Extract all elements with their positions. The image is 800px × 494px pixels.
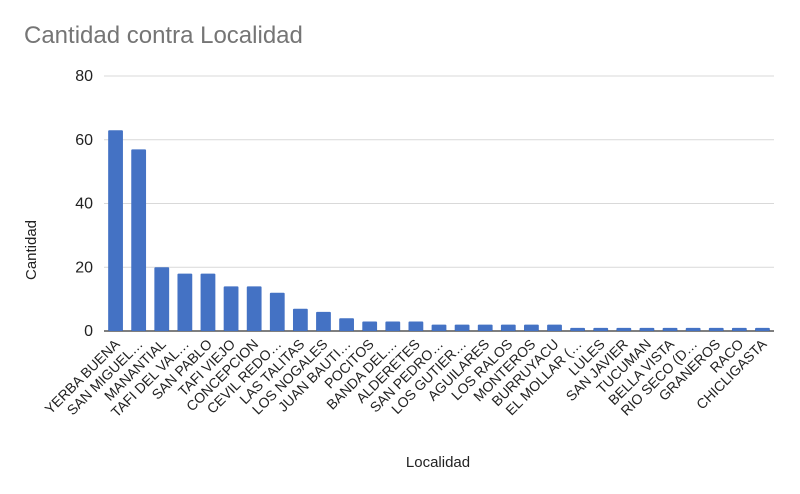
bar bbox=[339, 318, 354, 331]
bar bbox=[385, 321, 401, 331]
bar bbox=[431, 324, 447, 331]
bar bbox=[570, 327, 586, 331]
y-tick-label: 60 bbox=[75, 132, 93, 149]
bar bbox=[177, 273, 193, 331]
bar bbox=[477, 324, 493, 331]
bar bbox=[593, 327, 609, 331]
bar bbox=[685, 327, 701, 331]
x-axis-title: Localidad bbox=[406, 454, 470, 471]
chart-title: Cantidad contra Localidad bbox=[24, 22, 303, 49]
gridlines bbox=[104, 75, 774, 332]
y-axis-title: Cantidad bbox=[23, 220, 40, 280]
bar bbox=[316, 311, 331, 331]
bar bbox=[200, 273, 216, 331]
bar bbox=[292, 308, 308, 331]
bar bbox=[246, 286, 262, 331]
y-tick-label: 80 bbox=[75, 68, 93, 85]
y-tick-label: 0 bbox=[84, 323, 93, 340]
bar bbox=[662, 327, 678, 331]
bar bbox=[108, 130, 123, 331]
bar bbox=[362, 321, 378, 331]
bars bbox=[108, 130, 770, 331]
bar bbox=[755, 327, 770, 331]
y-tick-label: 40 bbox=[75, 196, 93, 213]
bar bbox=[524, 324, 539, 331]
bar bbox=[454, 324, 470, 331]
bar bbox=[616, 327, 632, 331]
bar bbox=[547, 324, 562, 331]
bar bbox=[731, 327, 747, 331]
bar bbox=[500, 324, 516, 331]
bar bbox=[223, 286, 239, 331]
bar bbox=[131, 149, 147, 331]
bar bbox=[408, 321, 424, 331]
bar bbox=[708, 327, 724, 331]
bar bbox=[269, 292, 285, 331]
bar bbox=[639, 327, 655, 331]
y-axis-ticks: 0 20 40 60 80 bbox=[75, 68, 93, 340]
bar bbox=[154, 267, 170, 331]
y-tick-label: 20 bbox=[75, 259, 93, 276]
